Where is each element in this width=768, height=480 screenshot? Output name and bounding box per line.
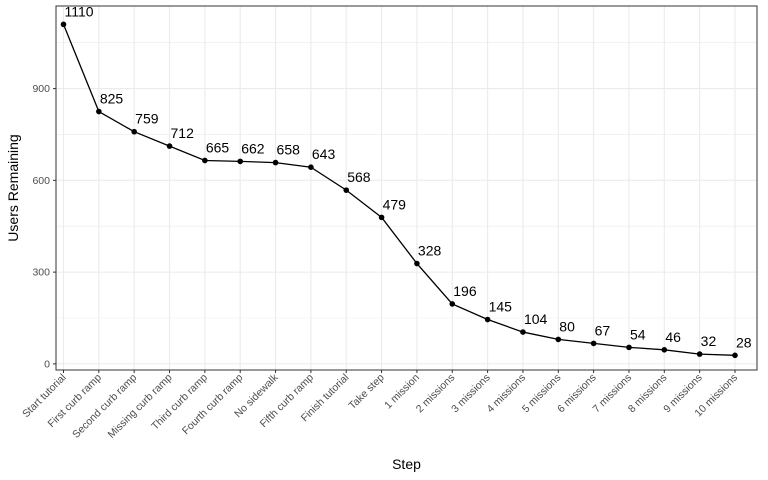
data-point [414, 260, 420, 267]
data-point [520, 329, 526, 335]
data-point [308, 164, 314, 170]
data-point [166, 143, 173, 149]
data-point [732, 352, 738, 359]
data-point [378, 214, 385, 221]
data-label: 145 [489, 299, 513, 315]
data-point [237, 158, 244, 165]
grid [56, 6, 757, 370]
data-label: 1110 [65, 3, 94, 19]
data-point [343, 187, 350, 193]
data-point [96, 108, 102, 115]
data-point [555, 336, 562, 343]
data-point [272, 159, 279, 166]
data-label: 54 [630, 326, 646, 342]
data-label: 32 [701, 333, 717, 349]
data-label: 28 [736, 334, 752, 350]
series-polyline [62, 24, 736, 356]
data-label: 662 [241, 140, 265, 156]
data-label: 479 [383, 196, 407, 212]
data-label: 568 [347, 169, 371, 185]
y-axis: 0 300 600 900 [32, 83, 56, 370]
y-tick-label: 900 [32, 83, 50, 95]
x-axis-title: Step [392, 456, 421, 472]
data-point [484, 316, 491, 323]
data-point [131, 128, 137, 135]
y-axis-title: Users Remaining [5, 134, 21, 241]
data-point [696, 351, 703, 357]
data-point [661, 347, 668, 353]
y-tick-label: 0 [44, 358, 50, 370]
data-label: 46 [665, 329, 681, 345]
y-tick-label: 600 [32, 175, 50, 187]
data-points [60, 21, 738, 359]
data-label: 643 [312, 146, 336, 162]
data-label: 196 [453, 283, 477, 299]
data-point [626, 344, 632, 351]
data-labels: 1110 825 759 712 665 662 658 643 568 479 328 196 145… [65, 3, 752, 350]
data-label: 712 [171, 125, 195, 141]
data-label: 759 [135, 111, 159, 127]
data-point [202, 157, 208, 164]
data-label: 80 [559, 318, 575, 334]
series-line [62, 24, 736, 356]
panel-border [55, 5, 758, 371]
data-label: 328 [418, 243, 442, 259]
data-label: 67 [595, 322, 611, 338]
data-point [590, 340, 597, 347]
data-point [60, 21, 67, 28]
data-label: 665 [206, 139, 230, 155]
data-label: 104 [524, 311, 548, 327]
data-point [449, 301, 456, 307]
y-tick-label: 300 [32, 267, 50, 279]
data-label: 658 [277, 142, 301, 158]
data-label: 825 [100, 91, 124, 107]
